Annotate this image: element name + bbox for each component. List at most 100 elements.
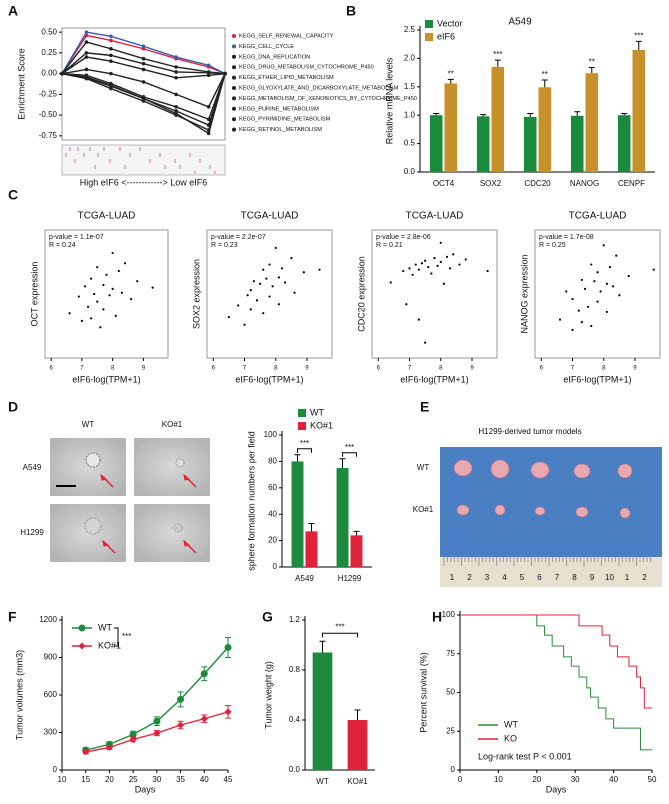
marker [141, 99, 146, 103]
x-tick-label: 7 [571, 366, 575, 372]
marker [223, 71, 227, 76]
y-tick-label: 0 [53, 765, 58, 774]
y-axis-label: CDC20 expression [356, 256, 366, 332]
x-axis-label: eIF6-log(TPM+1) [563, 374, 631, 384]
legend-marker [232, 96, 236, 101]
point [246, 294, 249, 297]
legend-label: KO#1 [98, 640, 121, 650]
marker [84, 55, 89, 59]
point [108, 294, 111, 297]
x-tick-label: 50 [648, 775, 657, 784]
sig-bracket [322, 632, 358, 638]
legend-marker [232, 127, 236, 132]
bar [617, 115, 631, 172]
legend-swatch [298, 409, 306, 417]
marker [174, 70, 178, 74]
r-value: R = 0.21 [376, 242, 403, 249]
row-label: WT [417, 463, 430, 472]
point [408, 267, 411, 270]
marker [109, 46, 113, 51]
marker [224, 644, 232, 651]
error-bar [480, 114, 487, 117]
marker [174, 111, 178, 116]
x-tick-label: 6 [49, 366, 53, 372]
point [280, 267, 284, 270]
y-tick-label: -0.50 [39, 110, 58, 119]
legend-label: KEGG_RETINOL_METABOLISM [239, 127, 322, 133]
panel-label: F [8, 609, 17, 625]
y-tick-label: 600 [44, 690, 58, 699]
marker [200, 670, 208, 678]
point [259, 282, 262, 285]
bar [305, 531, 318, 567]
significance: ** [542, 70, 548, 79]
x-axis-label: eIF6-log(TPM+1) [400, 374, 468, 384]
column-label: WT [82, 420, 95, 429]
legend-label: KEGG_CELL_CYCLE [239, 44, 294, 50]
marker [174, 109, 178, 113]
point [427, 266, 430, 269]
p-value: p-value = 1.1e-07 [49, 234, 104, 241]
marker [206, 73, 211, 78]
y-tick-label: -0.75 [39, 131, 58, 140]
error-bar [447, 78, 454, 84]
legend-marker [232, 54, 236, 59]
error-bar [635, 40, 642, 50]
marker [200, 715, 208, 723]
legend-label: KO [504, 733, 517, 743]
point [302, 271, 305, 274]
y-tick-label: 1.0 [404, 110, 416, 119]
legend-label: KEGG_PURINE_METABOLISM [239, 106, 319, 112]
x-tick-label: 6 [540, 366, 544, 372]
point [252, 280, 255, 283]
p-value: p-value = 1.7e-08 [539, 234, 594, 241]
row-label: KO#1 [413, 505, 434, 514]
y-tick-label: 2.0 [404, 54, 416, 63]
x-axis-label: Days [546, 784, 567, 794]
bar [491, 66, 505, 172]
marker [206, 105, 211, 109]
marker [141, 96, 146, 101]
y-tick-label: 0.0 [289, 765, 301, 774]
y-axis-label: NANOG expression [519, 254, 529, 333]
x-tick-label: 10 [58, 775, 67, 784]
error-bar [527, 112, 534, 117]
chart-title: TCGA-LUAD [241, 211, 299, 222]
panel-label: D [8, 399, 18, 415]
point [593, 280, 596, 283]
bar [350, 535, 363, 567]
error-bar [308, 522, 315, 532]
annotation: Log-rank test P < 0.001 [478, 751, 572, 761]
point [83, 285, 87, 288]
marker [78, 642, 86, 650]
point [605, 310, 608, 314]
legend-label: Vector [437, 18, 463, 28]
panel-label: A [8, 3, 18, 19]
marker [60, 71, 64, 76]
y-tick-label: 0 [273, 562, 278, 571]
error-bar [353, 530, 360, 536]
point [105, 273, 108, 276]
legend-swatch [425, 33, 433, 41]
legend-label: KO#1 [310, 420, 333, 430]
y-axis-label: Percent survival (%) [418, 652, 428, 733]
point [268, 295, 271, 298]
point [249, 308, 252, 311]
x-tick-label: WT [316, 777, 329, 786]
error-bar [574, 111, 581, 116]
bar [523, 116, 537, 172]
marker [84, 75, 89, 79]
legend-label: KEGG_DRUG_METABOLISM_CYTOCHROME_P450 [239, 65, 374, 71]
legend-marker [232, 34, 236, 38]
significance: *** [300, 439, 309, 448]
p-value: p-value = 2.8e-06 [376, 234, 431, 241]
x-tick-label: 7 [408, 366, 412, 372]
point [436, 264, 439, 267]
ruler-label: 8 [572, 573, 577, 582]
point [452, 253, 455, 256]
marker [141, 61, 146, 66]
bar [291, 461, 304, 567]
series-line [460, 614, 652, 709]
chart-title: TCGA-LUAD [569, 211, 627, 222]
chart-title: A549 [508, 17, 532, 28]
